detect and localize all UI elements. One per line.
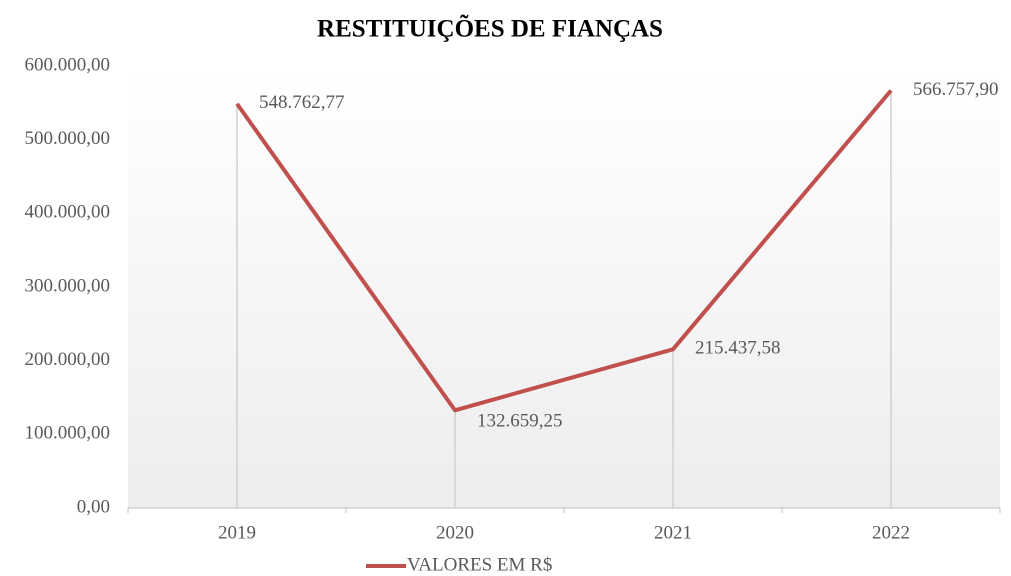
legend-label: VALORES EM R$ [407,554,552,575]
y-tick-label: 500.000,00 [25,128,111,149]
data-label: 215.437,58 [695,338,781,359]
x-tick-label: 2019 [218,522,256,543]
y-tick-label: 300.000,00 [25,275,111,296]
x-tick-label: 2022 [872,522,910,543]
x-tick-label: 2020 [436,522,474,543]
y-tick-label: 400.000,00 [25,202,111,223]
x-tick-label: 2021 [654,522,692,543]
data-label: 566.757,90 [913,79,999,100]
y-tick-label: 600.000,00 [25,54,111,75]
data-label: 132.659,25 [477,411,563,432]
plot-background [128,66,1000,508]
data-label: 548.762,77 [259,92,345,113]
y-tick-label: 0,00 [77,496,110,517]
data-line [235,89,893,413]
y-tick-label: 200.000,00 [25,349,111,370]
chart-title: RESTITUIÇÕES DE FIANÇAS [317,14,663,43]
y-tick-label: 100.000,00 [25,423,111,444]
